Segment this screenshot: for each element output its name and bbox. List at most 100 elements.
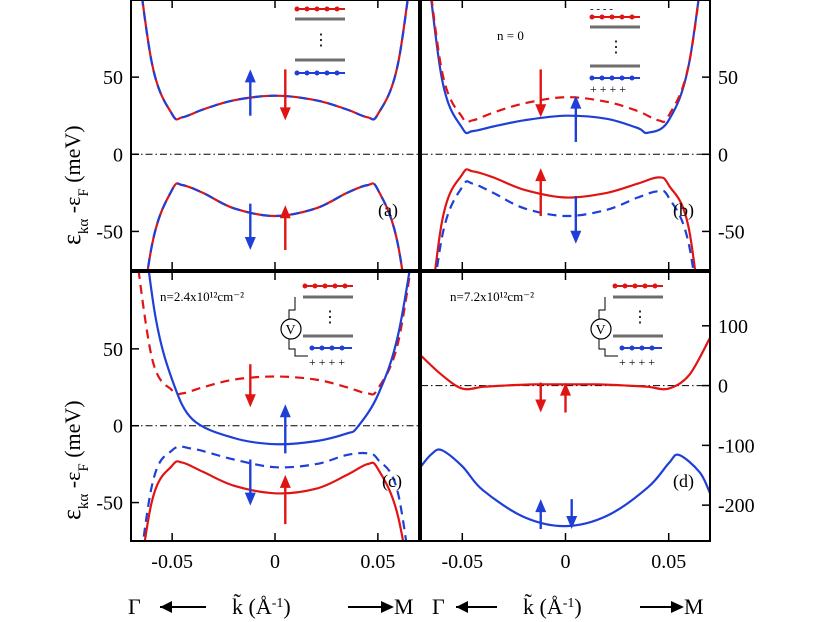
arrow-right-icon xyxy=(381,601,394,613)
spin-arrow-b-1 xyxy=(535,69,547,118)
band-series-c-2 xyxy=(147,272,411,446)
gamma-label-right: Γ xyxy=(432,594,445,619)
inset-b-minus-signs: - - - - xyxy=(590,3,613,15)
spin-arrow-a-3 xyxy=(244,203,256,250)
spin-arrow-d-3 xyxy=(535,499,547,530)
frame-b xyxy=(420,0,711,271)
x-tick-label: -0.05 xyxy=(441,551,483,573)
inset-d: ⋮ V + + + + xyxy=(590,283,663,369)
y-tick-label: 100 xyxy=(718,316,748,338)
band-series-b-2 xyxy=(430,0,700,124)
annotation-c: n=2.4x10¹²cm⁻² xyxy=(160,289,244,304)
band-series-d-1 xyxy=(421,337,710,391)
inset-a-dots: ⋮ xyxy=(313,32,329,49)
k-axis-label-right: k̃ (Å-1) xyxy=(523,594,582,619)
spin-arrow-b-2 xyxy=(570,95,582,142)
panel-a xyxy=(131,0,419,270)
spin-arrow-a-4 xyxy=(279,205,291,250)
m-label-left: M xyxy=(394,594,414,619)
y-tick-label: 50 xyxy=(103,67,123,89)
arrow-left-icon-2 xyxy=(456,601,468,613)
band-series-a-4 xyxy=(146,182,404,270)
panel-d xyxy=(421,337,710,530)
y-tick-label: -50 xyxy=(96,221,123,243)
spin-arrow-d-1 xyxy=(535,382,547,413)
inset-b: - - - - ⋮ + + + + xyxy=(589,3,640,96)
x-tick-label: 0 xyxy=(561,551,571,573)
k-axis-label-left: k̃ (Å-1) xyxy=(232,594,291,619)
arrow-right-icon-2 xyxy=(671,601,684,613)
band-series-b-1 xyxy=(430,0,700,135)
band-series-a-1 xyxy=(141,0,409,121)
inset-c-voltage-label: V xyxy=(286,323,296,338)
panel-label-a: (a) xyxy=(378,200,398,221)
spin-arrow-b-4 xyxy=(570,195,582,244)
y-tick-label: 50 xyxy=(718,67,738,89)
spin-arrow-a-2 xyxy=(279,69,291,121)
inset-a-atoms-blue xyxy=(294,70,340,76)
spin-arrow-d-4 xyxy=(566,499,578,530)
spin-arrow-a-1 xyxy=(244,69,256,116)
m-label-right: M xyxy=(684,594,704,619)
band-series-b-4 xyxy=(435,180,695,270)
spin-arrow-c-4 xyxy=(279,474,291,525)
band-series-c-4 xyxy=(143,460,405,541)
band-series-c-1 xyxy=(137,272,412,396)
spin-arrow-d-2 xyxy=(560,382,571,413)
y-tick-label: 50 xyxy=(103,339,123,361)
y-tick-label: -100 xyxy=(718,435,755,457)
inset-d-dots: ⋮ xyxy=(632,309,648,326)
y-axis-title-bottom: εkα -εF (meV) xyxy=(57,400,92,520)
panel-c xyxy=(131,272,419,541)
x-tick-label: 0.05 xyxy=(651,551,686,573)
plot-area-d xyxy=(421,337,710,528)
y-tick-label: -50 xyxy=(96,493,123,515)
inset-d-voltage-label: V xyxy=(596,323,606,338)
plot-area-c xyxy=(131,272,419,541)
y-tick-label: 0 xyxy=(113,144,123,166)
inset-a: ⋮ xyxy=(294,6,345,76)
inset-c-dots: ⋮ xyxy=(322,309,338,326)
inset-d-plus-signs: + + + + xyxy=(619,355,655,369)
inset-c-voltage-symbol xyxy=(280,318,302,340)
band-series-a-2 xyxy=(141,0,409,121)
y-tick-label: -50 xyxy=(718,221,745,243)
gamma-label-left: Γ xyxy=(128,594,141,619)
panel-b xyxy=(421,0,710,270)
y-tick-label: 0 xyxy=(718,376,728,398)
x-axis-caption-right: Γ k̃ (Å-1) M xyxy=(432,594,704,619)
tick-layer: 50 0 -50 50 0 -50 50 0 -50 -0.05 0 0.05 100 0 -100 -200… xyxy=(96,0,755,573)
frame-a xyxy=(130,0,420,271)
spin-arrow-c-1 xyxy=(244,364,256,408)
inset-a-atoms-red xyxy=(294,6,340,12)
annotation-b: n = 0 xyxy=(497,28,524,43)
x-tick-label: -0.05 xyxy=(151,551,193,573)
inset-c-plus-signs: + + + + xyxy=(309,355,345,369)
panel-label-c: (c) xyxy=(382,471,402,492)
panel-label-b: (b) xyxy=(673,200,694,221)
arrow-left-icon xyxy=(160,601,172,613)
band-series-d-2 xyxy=(421,448,710,528)
frame-c xyxy=(130,271,420,542)
annotation-d: n=7.2x10¹²cm⁻² xyxy=(450,289,534,304)
y-tick-label: 0 xyxy=(718,144,728,166)
y-tick-label: -200 xyxy=(718,495,755,517)
spin-arrow-b-3 xyxy=(535,168,547,216)
plot-area-a xyxy=(131,0,419,270)
x-axis-caption-left: Γ k̃ (Å-1) M xyxy=(128,594,414,619)
band-series-b-3 xyxy=(434,168,697,270)
spin-arrow-c-3 xyxy=(244,459,256,506)
inset-b-plus-signs: + + + + xyxy=(590,82,626,96)
x-tick-label: 0 xyxy=(270,551,280,573)
inset-b-dots: ⋮ xyxy=(608,39,624,56)
panel-label-d: (d) xyxy=(673,471,694,492)
spin-arrow-c-2 xyxy=(279,404,291,454)
y-axis-title-top: εkα -εF (meV) xyxy=(57,125,92,245)
x-tick-label: 0.05 xyxy=(360,551,395,573)
inset-c: ⋮ V + + + + xyxy=(280,283,353,369)
inset-d-voltage-symbol xyxy=(590,318,612,340)
band-series-c-3 xyxy=(142,445,408,541)
plot-area-b xyxy=(421,0,710,270)
y-tick-label: 0 xyxy=(113,416,123,438)
